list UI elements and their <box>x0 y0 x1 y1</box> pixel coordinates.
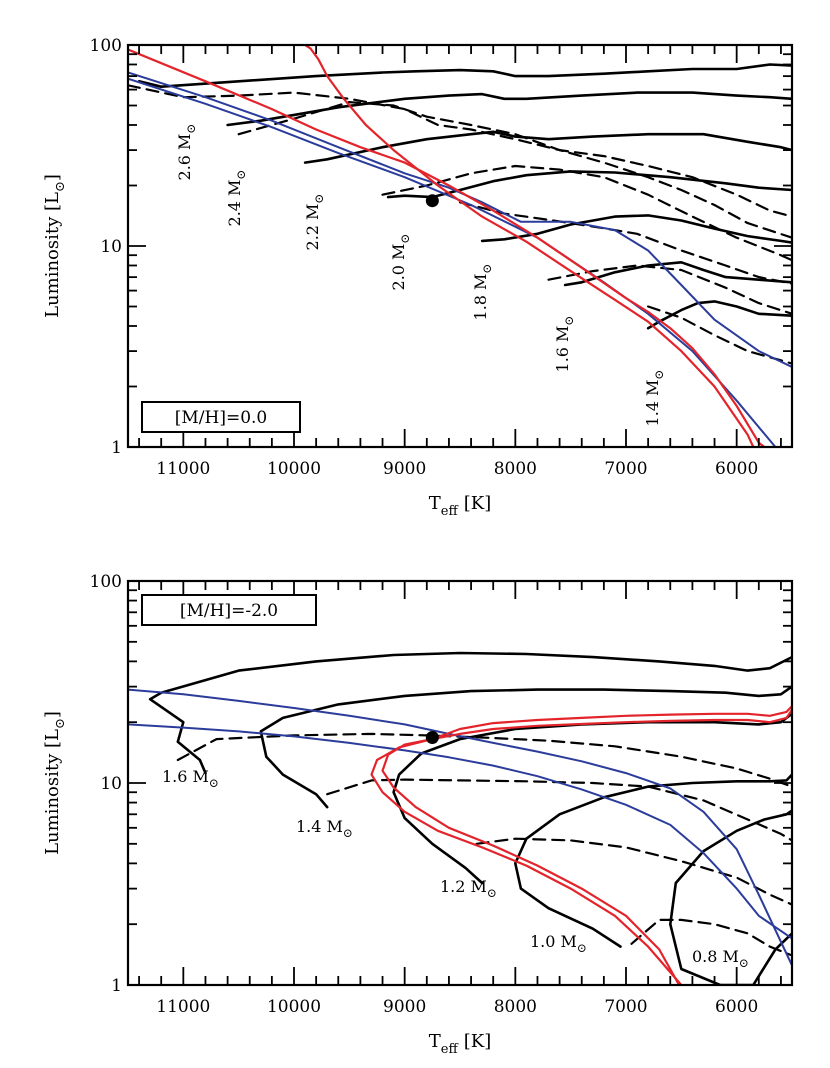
bottom-panel: 11000 10000 9000 8000 7000 6000 1 10 100 Teff [K] L… <box>42 572 794 1057</box>
plot-area <box>128 45 792 447</box>
y-tick-label: 1 <box>111 438 122 458</box>
track-1.0 <box>513 773 792 948</box>
x-tick-label: 6000 <box>715 459 758 479</box>
x-tick-label: 10000 <box>267 997 321 1017</box>
mass-label-1: 1.4 M⊙ <box>296 817 353 840</box>
mass-label-5: 1.6 M⊙ <box>553 316 576 373</box>
dashed-line-5 <box>646 305 792 365</box>
mass-label-3: 1.0 M⊙ <box>530 932 587 955</box>
x-tick-label: 9000 <box>383 997 426 1017</box>
track-2.4 <box>226 91 792 127</box>
metallicity-label: [M/H]=0.0 <box>175 408 268 428</box>
y-tick-label: 100 <box>90 36 122 56</box>
dashed-line-1 <box>326 778 792 842</box>
x-tick-label: 7000 <box>604 997 647 1017</box>
track-1.4 <box>646 300 792 330</box>
dashed-line-2 <box>381 164 792 262</box>
blue-line-0 <box>128 77 777 447</box>
marker-point <box>425 730 439 744</box>
red-line-1 <box>431 708 792 741</box>
track-1.6 <box>563 260 792 287</box>
dashed-line-3 <box>458 201 792 285</box>
dashed-line-3 <box>630 918 792 957</box>
blue-line-1 <box>128 71 792 368</box>
x-tick-label: 9000 <box>383 459 426 479</box>
metallicity-label: [M/H]=-2.0 <box>180 601 278 621</box>
dashed-line-0 <box>176 732 792 788</box>
mass-label-1: 2.4 M⊙ <box>225 170 248 227</box>
mass-label-0: 1.6 M⊙ <box>162 767 219 790</box>
red-line-1 <box>304 45 755 447</box>
mass-label-6: 1.4 M⊙ <box>643 370 666 427</box>
y-tick-label: 100 <box>90 572 122 592</box>
x-axis-label: Teff [K] <box>429 1031 491 1057</box>
blue-line-0 <box>128 688 792 967</box>
mass-label-4: 0.8 M⊙ <box>692 947 749 970</box>
blue-line-1 <box>128 723 792 940</box>
mass-label-4: 1.8 M⊙ <box>471 264 494 321</box>
track-1.8 <box>480 214 792 244</box>
dashed-line-1 <box>237 100 792 239</box>
mass-label-0: 2.6 M⊙ <box>175 124 198 181</box>
y-tick-label: 10 <box>100 237 122 257</box>
x-tick-label: 10000 <box>267 459 321 479</box>
x-tick-label: 6000 <box>715 997 758 1017</box>
marker-point <box>425 194 439 208</box>
y-tick-label: 1 <box>111 976 122 996</box>
track-1.4 <box>259 685 792 809</box>
plot-area <box>128 651 792 985</box>
x-axis-label: Teff [K] <box>429 493 491 519</box>
mass-label-2: 1.2 M⊙ <box>440 877 497 900</box>
mass-label-2: 2.2 M⊙ <box>303 194 326 251</box>
red-line-0 <box>431 705 792 741</box>
x-tick-label: 7000 <box>604 459 647 479</box>
track-0.8 <box>668 809 792 985</box>
x-tick-label: 8000 <box>494 997 537 1017</box>
y-axis-label: Luminosity [L⊙] <box>42 174 68 318</box>
y-axis-label: Luminosity [L⊙] <box>42 711 68 855</box>
metallicity-box <box>141 594 317 626</box>
x-tick-label: 8000 <box>494 459 537 479</box>
dashed-line-2 <box>475 837 792 906</box>
red-line-3 <box>381 737 681 985</box>
track-1.6 <box>148 651 792 775</box>
top-panel: 11000 10000 9000 8000 7000 6000 1 10 100 Teff [K] L… <box>42 36 794 519</box>
dashed-line-4 <box>547 264 792 315</box>
red-line-2 <box>370 737 683 985</box>
metallicity-box <box>141 401 301 433</box>
x-tick-label: 11000 <box>156 997 210 1017</box>
mass-label-3: 2.0 M⊙ <box>389 234 412 291</box>
dashed-line-0 <box>128 84 792 218</box>
track-1.2 <box>392 712 792 885</box>
track-2.6 <box>137 63 792 88</box>
y-tick-label: 10 <box>100 774 122 794</box>
red-line-0 <box>128 48 766 447</box>
x-tick-label: 11000 <box>156 459 210 479</box>
